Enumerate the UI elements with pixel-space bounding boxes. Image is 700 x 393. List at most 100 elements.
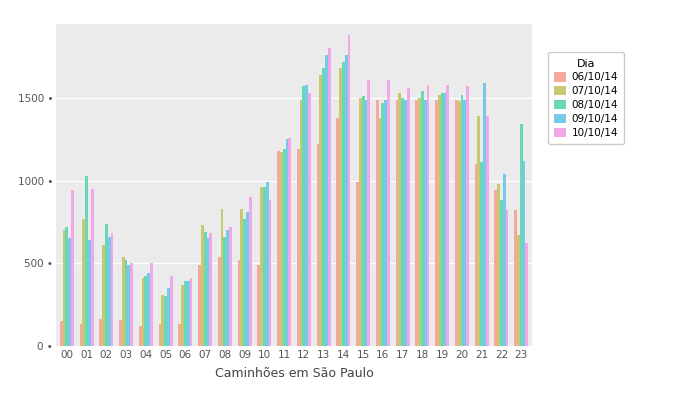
Bar bbox=[139, 326, 141, 346]
Bar bbox=[522, 161, 525, 346]
Bar bbox=[220, 209, 223, 346]
Bar bbox=[283, 149, 286, 346]
Bar bbox=[66, 227, 68, 346]
Bar bbox=[356, 182, 359, 346]
Bar bbox=[347, 35, 350, 346]
Bar bbox=[286, 139, 288, 346]
Bar bbox=[382, 103, 384, 346]
Bar bbox=[164, 296, 167, 346]
Bar bbox=[269, 200, 272, 346]
Bar bbox=[319, 75, 322, 346]
Bar bbox=[300, 99, 302, 346]
Bar bbox=[475, 164, 477, 346]
Legend: 06/10/14, 07/10/14, 08/10/14, 09/10/14, 10/10/14: 06/10/14, 07/10/14, 08/10/14, 09/10/14, … bbox=[547, 52, 624, 144]
Bar bbox=[111, 233, 113, 346]
Bar bbox=[520, 125, 522, 346]
Bar bbox=[514, 210, 517, 346]
Bar bbox=[340, 68, 342, 346]
Bar bbox=[345, 55, 347, 346]
Bar bbox=[201, 225, 204, 346]
Bar bbox=[288, 138, 291, 346]
Bar bbox=[130, 263, 133, 346]
Bar bbox=[105, 224, 108, 346]
Bar bbox=[122, 257, 125, 346]
Bar bbox=[416, 99, 418, 346]
Bar bbox=[435, 99, 438, 346]
Bar bbox=[102, 245, 105, 346]
Bar bbox=[486, 116, 489, 346]
Bar bbox=[206, 239, 209, 346]
Bar bbox=[209, 233, 212, 346]
Bar bbox=[401, 98, 404, 346]
Bar bbox=[246, 212, 248, 346]
Bar bbox=[141, 278, 144, 346]
Bar bbox=[444, 93, 447, 346]
Bar bbox=[463, 99, 466, 346]
Bar bbox=[277, 151, 280, 346]
Bar bbox=[144, 276, 147, 346]
Bar bbox=[477, 116, 480, 346]
Bar bbox=[426, 85, 429, 346]
Bar bbox=[108, 237, 111, 346]
Bar bbox=[455, 99, 458, 346]
Bar bbox=[407, 88, 410, 346]
Bar bbox=[328, 48, 330, 346]
Bar bbox=[461, 95, 463, 346]
Bar bbox=[229, 227, 232, 346]
Bar bbox=[404, 99, 407, 346]
Bar bbox=[159, 324, 162, 346]
Bar bbox=[162, 295, 164, 346]
Bar bbox=[248, 197, 251, 346]
Bar bbox=[342, 62, 345, 346]
Bar bbox=[395, 99, 398, 346]
Bar bbox=[119, 320, 122, 346]
Bar bbox=[325, 55, 328, 346]
Bar bbox=[368, 80, 370, 346]
Bar bbox=[387, 80, 390, 346]
Bar bbox=[243, 219, 246, 346]
Bar bbox=[376, 99, 379, 346]
Bar bbox=[258, 265, 260, 346]
Bar bbox=[466, 86, 469, 346]
Bar bbox=[218, 257, 220, 346]
Bar bbox=[68, 239, 71, 346]
Bar bbox=[99, 320, 102, 346]
Bar bbox=[500, 200, 503, 346]
Bar bbox=[91, 189, 94, 346]
Bar bbox=[365, 99, 368, 346]
Bar bbox=[362, 96, 365, 346]
Bar bbox=[241, 209, 243, 346]
Bar bbox=[359, 98, 362, 346]
Bar bbox=[337, 118, 340, 346]
Bar bbox=[190, 278, 193, 346]
Bar bbox=[308, 93, 311, 346]
Bar bbox=[525, 243, 528, 346]
Bar bbox=[170, 276, 172, 346]
X-axis label: Caminhões em São Paulo: Caminhões em São Paulo bbox=[215, 367, 373, 380]
Bar bbox=[178, 324, 181, 346]
Bar bbox=[198, 265, 201, 346]
Bar bbox=[421, 91, 424, 346]
Bar bbox=[418, 98, 421, 346]
Bar bbox=[497, 184, 500, 346]
Bar bbox=[322, 68, 325, 346]
Bar bbox=[447, 85, 449, 346]
Bar bbox=[184, 281, 187, 346]
Bar bbox=[316, 144, 319, 346]
Bar bbox=[384, 99, 387, 346]
Bar bbox=[88, 240, 91, 346]
Bar bbox=[424, 99, 426, 346]
Bar bbox=[147, 273, 150, 346]
Bar bbox=[458, 101, 461, 346]
Bar bbox=[80, 324, 83, 346]
Bar bbox=[127, 265, 130, 346]
Bar bbox=[187, 281, 190, 346]
Bar bbox=[494, 191, 497, 346]
Bar bbox=[238, 260, 241, 346]
Bar bbox=[181, 285, 184, 346]
Bar bbox=[297, 149, 300, 346]
Bar bbox=[503, 174, 505, 346]
Bar bbox=[438, 95, 441, 346]
Bar bbox=[505, 210, 508, 346]
Bar bbox=[223, 237, 226, 346]
